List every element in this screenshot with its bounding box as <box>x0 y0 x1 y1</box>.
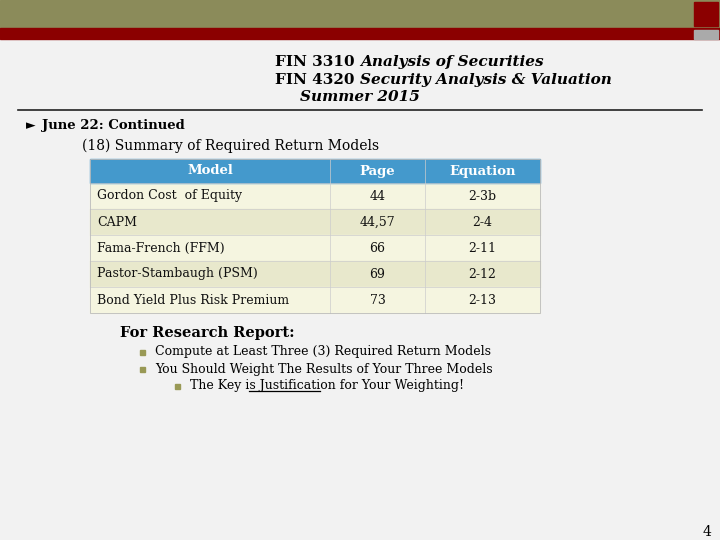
Text: Summer 2015: Summer 2015 <box>300 90 420 104</box>
Text: Analysis of Securities: Analysis of Securities <box>360 55 544 69</box>
Text: Compute at Least Three (3) Required Return Models: Compute at Least Three (3) Required Retu… <box>155 346 491 359</box>
Text: 73: 73 <box>369 294 385 307</box>
Bar <box>175 383 180 388</box>
Bar <box>90 183 540 209</box>
Text: FIN 3310: FIN 3310 <box>275 55 360 69</box>
Bar <box>694 2 718 26</box>
Text: You Should Weight The Results of Your Three Models: You Should Weight The Results of Your Th… <box>155 362 492 375</box>
Text: FIN 4320: FIN 4320 <box>275 73 360 87</box>
Text: Fama-French (FFM): Fama-French (FFM) <box>97 241 225 254</box>
Text: (18) Summary of Required Return Models: (18) Summary of Required Return Models <box>82 139 379 153</box>
Text: Pastor-Stambaugh (PSM): Pastor-Stambaugh (PSM) <box>97 267 258 280</box>
Bar <box>90 235 540 261</box>
Text: June 22: Continued: June 22: Continued <box>42 119 185 132</box>
Text: Page: Page <box>360 165 395 178</box>
Bar <box>0 28 720 39</box>
Text: Model: Model <box>187 165 233 178</box>
Text: 2-3b: 2-3b <box>469 190 497 202</box>
Text: 2-11: 2-11 <box>469 241 497 254</box>
Text: CAPM: CAPM <box>97 215 137 228</box>
Bar <box>90 287 540 313</box>
Text: 44: 44 <box>369 190 385 202</box>
Bar <box>694 30 718 39</box>
Text: The Key is Justification for Your Weighting!: The Key is Justification for Your Weight… <box>190 380 464 393</box>
Text: 2-12: 2-12 <box>469 267 496 280</box>
Text: Equation: Equation <box>449 165 516 178</box>
Text: 44,57: 44,57 <box>360 215 395 228</box>
Text: 2-4: 2-4 <box>472 215 492 228</box>
Text: 2-13: 2-13 <box>469 294 497 307</box>
Text: ►: ► <box>26 119 35 132</box>
Bar <box>90 261 540 287</box>
Bar <box>90 159 540 313</box>
Bar <box>90 159 540 183</box>
Bar <box>0 0 720 28</box>
Text: 69: 69 <box>369 267 385 280</box>
Text: 4: 4 <box>703 525 712 539</box>
Text: Bond Yield Plus Risk Premium: Bond Yield Plus Risk Premium <box>97 294 289 307</box>
Text: Security Analysis & Valuation: Security Analysis & Valuation <box>360 73 612 87</box>
Bar <box>90 209 540 235</box>
Bar <box>140 367 145 372</box>
Text: 66: 66 <box>369 241 385 254</box>
Text: For Research Report:: For Research Report: <box>120 326 294 340</box>
Bar <box>140 349 145 354</box>
Text: Gordon Cost  of Equity: Gordon Cost of Equity <box>97 190 242 202</box>
